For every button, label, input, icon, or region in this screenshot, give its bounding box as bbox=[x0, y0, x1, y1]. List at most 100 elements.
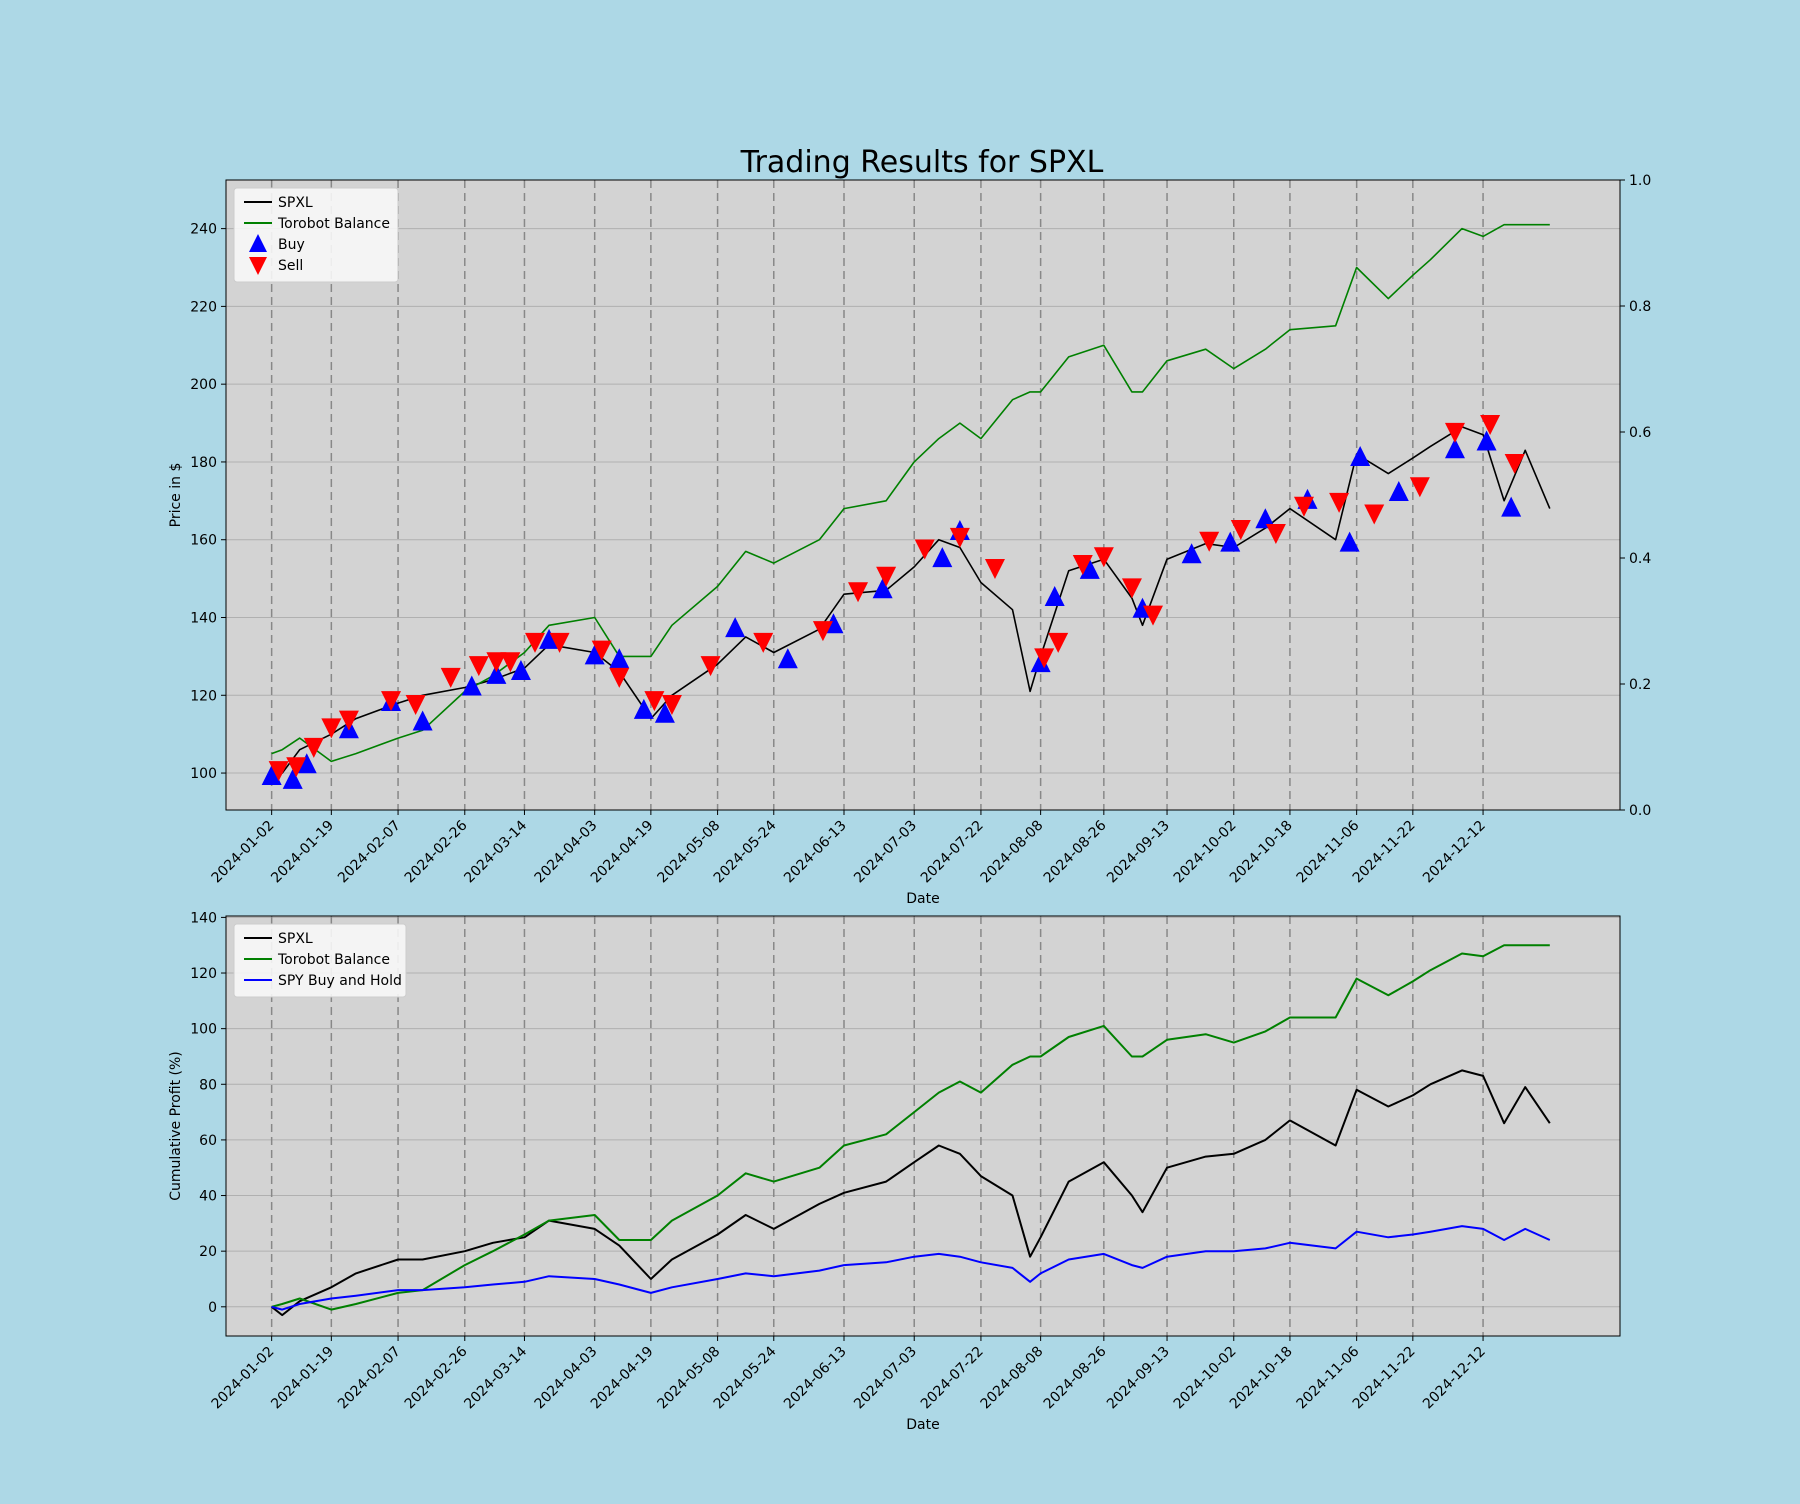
buy-marker bbox=[1350, 446, 1371, 467]
sell-marker bbox=[609, 667, 630, 688]
x-tick-label: 2024-03-14 bbox=[461, 1343, 530, 1412]
x-tick-label: 2024-12-12 bbox=[1420, 1344, 1489, 1413]
buy-marker bbox=[1476, 430, 1497, 451]
y-tick-label: 100 bbox=[190, 766, 217, 782]
y-tick-label: 40 bbox=[199, 1189, 217, 1205]
y2-tick-label: 0.0 bbox=[1629, 803, 1651, 819]
x-tick-label: 2024-07-22 bbox=[918, 1344, 987, 1413]
plot-frame bbox=[225, 179, 1621, 811]
sell-marker bbox=[700, 656, 721, 677]
x-axis-label: Date bbox=[906, 891, 939, 907]
sell-marker bbox=[440, 667, 461, 688]
sell-marker bbox=[500, 652, 521, 673]
sell-marker bbox=[286, 757, 307, 778]
buy-marker bbox=[609, 648, 630, 669]
sell-marker bbox=[644, 691, 665, 712]
buy-marker bbox=[296, 753, 317, 774]
sell-marker bbox=[984, 558, 1005, 579]
x-tick-label: 2024-07-03 bbox=[851, 1344, 920, 1413]
buy-marker bbox=[1079, 558, 1100, 579]
x-tick-label: 2024-07-03 bbox=[851, 818, 920, 887]
x-tick-label: 2024-12-12 bbox=[1420, 818, 1489, 887]
sell-marker bbox=[661, 695, 682, 716]
sell-marker bbox=[812, 621, 833, 642]
sell-marker bbox=[1480, 415, 1501, 436]
x-tick-label: 2024-01-02 bbox=[209, 1344, 278, 1413]
y2-tick-label: 1.0 bbox=[1629, 173, 1651, 189]
sell-marker bbox=[876, 566, 897, 587]
x-tick-label: 2024-08-26 bbox=[1041, 1343, 1110, 1412]
sell-marker bbox=[1504, 453, 1525, 474]
sell-marker bbox=[949, 527, 970, 548]
sell-marker bbox=[338, 710, 359, 731]
sell-marker bbox=[1072, 555, 1093, 576]
buy-marker bbox=[1181, 543, 1202, 564]
x-tick-label: 2024-01-02 bbox=[209, 818, 278, 887]
x-tick-label: 2024-01-19 bbox=[268, 1344, 337, 1413]
sell-marker bbox=[1364, 504, 1385, 525]
buy-marker bbox=[539, 628, 560, 649]
chart-title: Trading Results for SPXL bbox=[740, 145, 1104, 180]
spxl-line bbox=[270, 1069, 1551, 1317]
balance-line bbox=[271, 944, 1550, 1311]
buy-marker bbox=[412, 710, 433, 731]
x-tick-label: 2024-07-22 bbox=[918, 818, 987, 887]
y-tick-label: 140 bbox=[190, 611, 217, 627]
buy-marker bbox=[261, 764, 282, 785]
price-panel: 1001201401601802002202402024-01-022024-0… bbox=[168, 173, 1651, 907]
y2-tick-label: 0.8 bbox=[1629, 299, 1651, 315]
balance-line bbox=[271, 223, 1550, 763]
sell-marker bbox=[321, 718, 342, 739]
x-tick-label: 2024-01-19 bbox=[268, 818, 337, 887]
sell-marker bbox=[591, 640, 612, 661]
sell-marker bbox=[1034, 648, 1055, 669]
buy-marker bbox=[633, 698, 654, 719]
sell-marker bbox=[486, 652, 507, 673]
legend-label: SPXL bbox=[278, 931, 313, 947]
y-tick-label: 0 bbox=[208, 1300, 217, 1316]
legend-box bbox=[233, 187, 399, 283]
y2-tick-label: 0.4 bbox=[1629, 551, 1651, 567]
legend-label: Torobot Balance bbox=[277, 952, 390, 968]
spy-line bbox=[271, 1225, 1551, 1311]
sell-marker bbox=[303, 737, 324, 758]
y-tick-label: 140 bbox=[190, 910, 217, 926]
buy-marker bbox=[461, 675, 482, 696]
buy-marker bbox=[1044, 586, 1065, 607]
sell-marker bbox=[1444, 422, 1465, 443]
buy-marker bbox=[654, 702, 675, 723]
y-tick-label: 20 bbox=[199, 1244, 217, 1260]
legend-label: Buy bbox=[278, 237, 305, 253]
plot-area bbox=[226, 180, 1620, 810]
y-tick-label: 60 bbox=[199, 1133, 217, 1149]
y-tick-label: 120 bbox=[190, 966, 217, 982]
x-axis-label: Date bbox=[906, 1417, 939, 1433]
sell-marker bbox=[549, 632, 570, 653]
legend: SPXL Torobot Balance SPY Buy and Hold bbox=[233, 923, 407, 998]
x-tick-label: 2024-09-13 bbox=[1104, 818, 1173, 887]
y-axis-label: Price in $ bbox=[168, 463, 184, 528]
y2-tick-label: 0.6 bbox=[1629, 425, 1651, 441]
plot-area bbox=[226, 916, 1620, 1336]
y-tick-label: 220 bbox=[190, 299, 217, 315]
sell-marker bbox=[468, 656, 489, 677]
x-tick-label: 2024-02-26 bbox=[402, 1343, 471, 1412]
x-tick-label: 2024-02-07 bbox=[335, 818, 404, 887]
buy-marker bbox=[486, 663, 507, 684]
sell-marker bbox=[1265, 523, 1286, 544]
sell-marker bbox=[1293, 496, 1314, 517]
buy-marker bbox=[1255, 508, 1276, 529]
buy-marker bbox=[1501, 496, 1522, 517]
buy-marker bbox=[1339, 531, 1360, 552]
sell-marker bbox=[1230, 520, 1251, 541]
sell-marker bbox=[1199, 531, 1220, 552]
y-tick-label: 200 bbox=[190, 377, 217, 393]
x-tick-label: 2024-02-07 bbox=[335, 1344, 404, 1413]
y-tick-label: 180 bbox=[190, 455, 217, 471]
buy-marker bbox=[932, 547, 953, 568]
y-tick-label: 240 bbox=[190, 222, 217, 238]
legend-label: SPXL bbox=[278, 195, 313, 211]
legend-box bbox=[233, 923, 407, 998]
